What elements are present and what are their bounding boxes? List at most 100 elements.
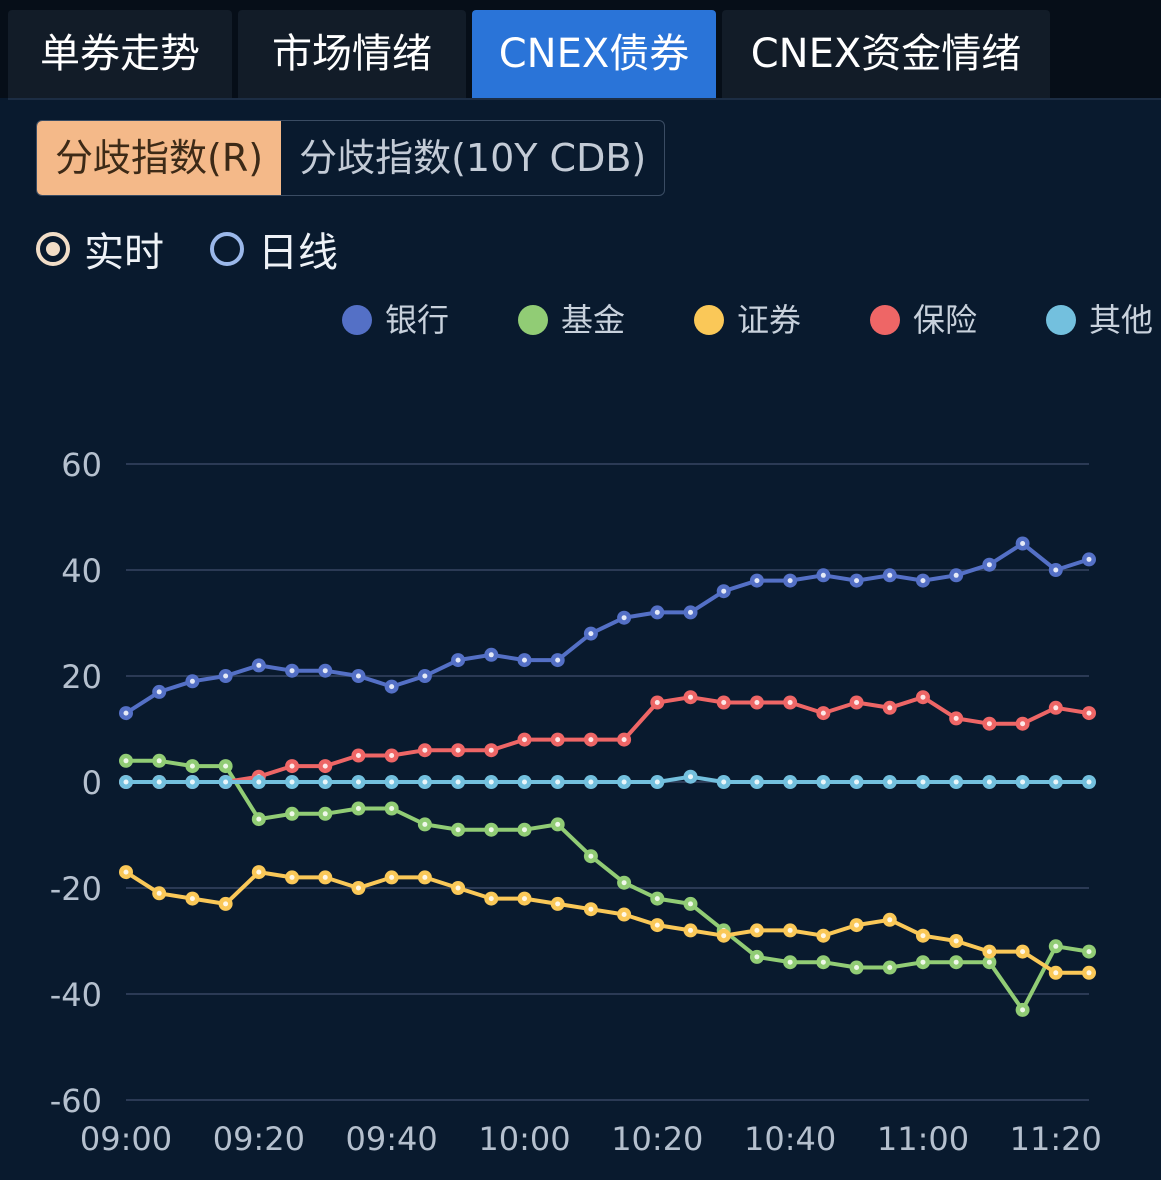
data-point-center — [986, 779, 992, 785]
data-point-center — [754, 700, 760, 705]
data-point-center — [1053, 779, 1059, 785]
tab-single-bond-trend[interactable]: 单券走势 — [8, 10, 232, 98]
data-point-center — [820, 710, 826, 716]
data-point-center — [256, 816, 262, 822]
data-point-center — [322, 874, 328, 880]
data-point-center — [787, 959, 793, 965]
y-tick-label: 60 — [61, 446, 102, 484]
legend-marker[interactable] — [518, 305, 548, 335]
data-point-center — [654, 700, 660, 705]
tab-cnex-funding-sentiment[interactable]: CNEX资金情绪 — [722, 10, 1050, 98]
data-point-center — [754, 954, 760, 960]
data-point-center — [721, 933, 727, 939]
data-point-center — [787, 578, 793, 584]
data-point-center — [1020, 541, 1026, 546]
x-tick-label: 09:20 — [213, 1120, 305, 1158]
legend-marker[interactable] — [342, 305, 372, 335]
data-point-center — [953, 779, 959, 785]
data-point-center — [422, 673, 428, 679]
data-point-center — [355, 673, 361, 679]
radio-daily[interactable]: 日线 — [210, 220, 338, 278]
data-point-center — [621, 880, 627, 886]
legend-label[interactable]: 其他 — [1089, 301, 1153, 339]
series-line — [126, 758, 1090, 1012]
data-point-center — [854, 700, 860, 705]
data-point-center — [156, 758, 162, 764]
data-point-center — [422, 821, 428, 827]
radio-realtime-label: 实时 — [84, 230, 164, 276]
radio-daily-label: 日线 — [258, 230, 338, 276]
data-point-center — [820, 572, 826, 578]
x-tick-label: 09:40 — [346, 1120, 438, 1158]
radio-realtime[interactable]: 实时 — [36, 220, 164, 278]
legend-marker[interactable] — [694, 305, 724, 335]
data-point-center — [953, 938, 959, 944]
data-point-center — [887, 572, 893, 578]
x-tick-label: 10:00 — [478, 1120, 570, 1158]
data-point-center — [422, 779, 428, 785]
data-point-center — [1020, 949, 1026, 955]
data-point-center — [986, 721, 992, 727]
data-point-center — [787, 779, 793, 785]
data-point-center — [521, 896, 527, 902]
legend-label[interactable]: 银行 — [385, 301, 449, 339]
data-point-center — [355, 806, 361, 811]
frequency-radio-group: 实时 日线 — [36, 222, 384, 276]
data-point-center — [389, 753, 395, 758]
data-point-center — [488, 747, 494, 753]
legend-marker[interactable] — [1046, 305, 1076, 335]
data-point-center — [488, 896, 494, 902]
data-point-center — [455, 657, 461, 663]
data-point-center — [854, 965, 860, 970]
data-point-center — [654, 896, 660, 902]
data-point-center — [688, 927, 694, 933]
data-point-center — [322, 668, 328, 674]
data-point-center — [887, 917, 893, 923]
data-point-center — [521, 737, 527, 743]
data-point-center — [588, 906, 594, 912]
data-point-center — [156, 689, 162, 695]
data-point-center — [986, 959, 992, 965]
series-0 — [119, 536, 1096, 721]
data-point-center — [920, 959, 926, 965]
data-point-center — [123, 758, 129, 764]
segment-divergence-index-r[interactable]: 分歧指数(R) — [37, 121, 282, 195]
data-point-center — [289, 668, 295, 674]
y-tick-label: 20 — [61, 658, 102, 696]
data-point-center — [289, 874, 295, 880]
data-point-center — [588, 631, 594, 637]
data-point-center — [223, 763, 229, 769]
data-point-center — [1086, 556, 1092, 562]
data-point-center — [1053, 705, 1059, 711]
tab-cnex-bonds[interactable]: CNEX债券 — [472, 10, 716, 98]
data-point-center — [422, 874, 428, 880]
legend-label[interactable]: 基金 — [561, 301, 625, 339]
data-point-center — [555, 657, 561, 663]
chart-legend: 银行 基金 证券 保险 其他 — [342, 301, 1153, 339]
data-point-center — [953, 572, 959, 578]
data-point-center — [721, 700, 727, 705]
radio-checked-icon — [36, 232, 70, 266]
data-point-center — [521, 827, 527, 833]
data-point-center — [355, 779, 361, 785]
data-point-center — [820, 779, 826, 785]
data-point-center — [123, 779, 129, 785]
data-point-center — [488, 827, 494, 833]
y-tick-label: 0 — [82, 764, 102, 802]
data-point-center — [389, 874, 395, 880]
data-point-center — [455, 827, 461, 833]
data-point-center — [754, 927, 760, 933]
segment-divergence-index-10y-cdb[interactable]: 分歧指数(10Y CDB) — [299, 136, 647, 180]
data-point-center — [189, 678, 195, 684]
y-tick-label: -40 — [50, 976, 102, 1014]
legend-label[interactable]: 保险 — [913, 301, 977, 339]
data-point-center — [887, 779, 893, 785]
data-point-center — [820, 959, 826, 965]
legend-label[interactable]: 证券 — [737, 301, 801, 339]
legend-marker[interactable] — [870, 305, 900, 335]
data-point-center — [256, 869, 262, 875]
tab-market-sentiment[interactable]: 市场情绪 — [238, 10, 466, 98]
data-point-center — [688, 901, 694, 907]
data-point-center — [256, 662, 262, 668]
